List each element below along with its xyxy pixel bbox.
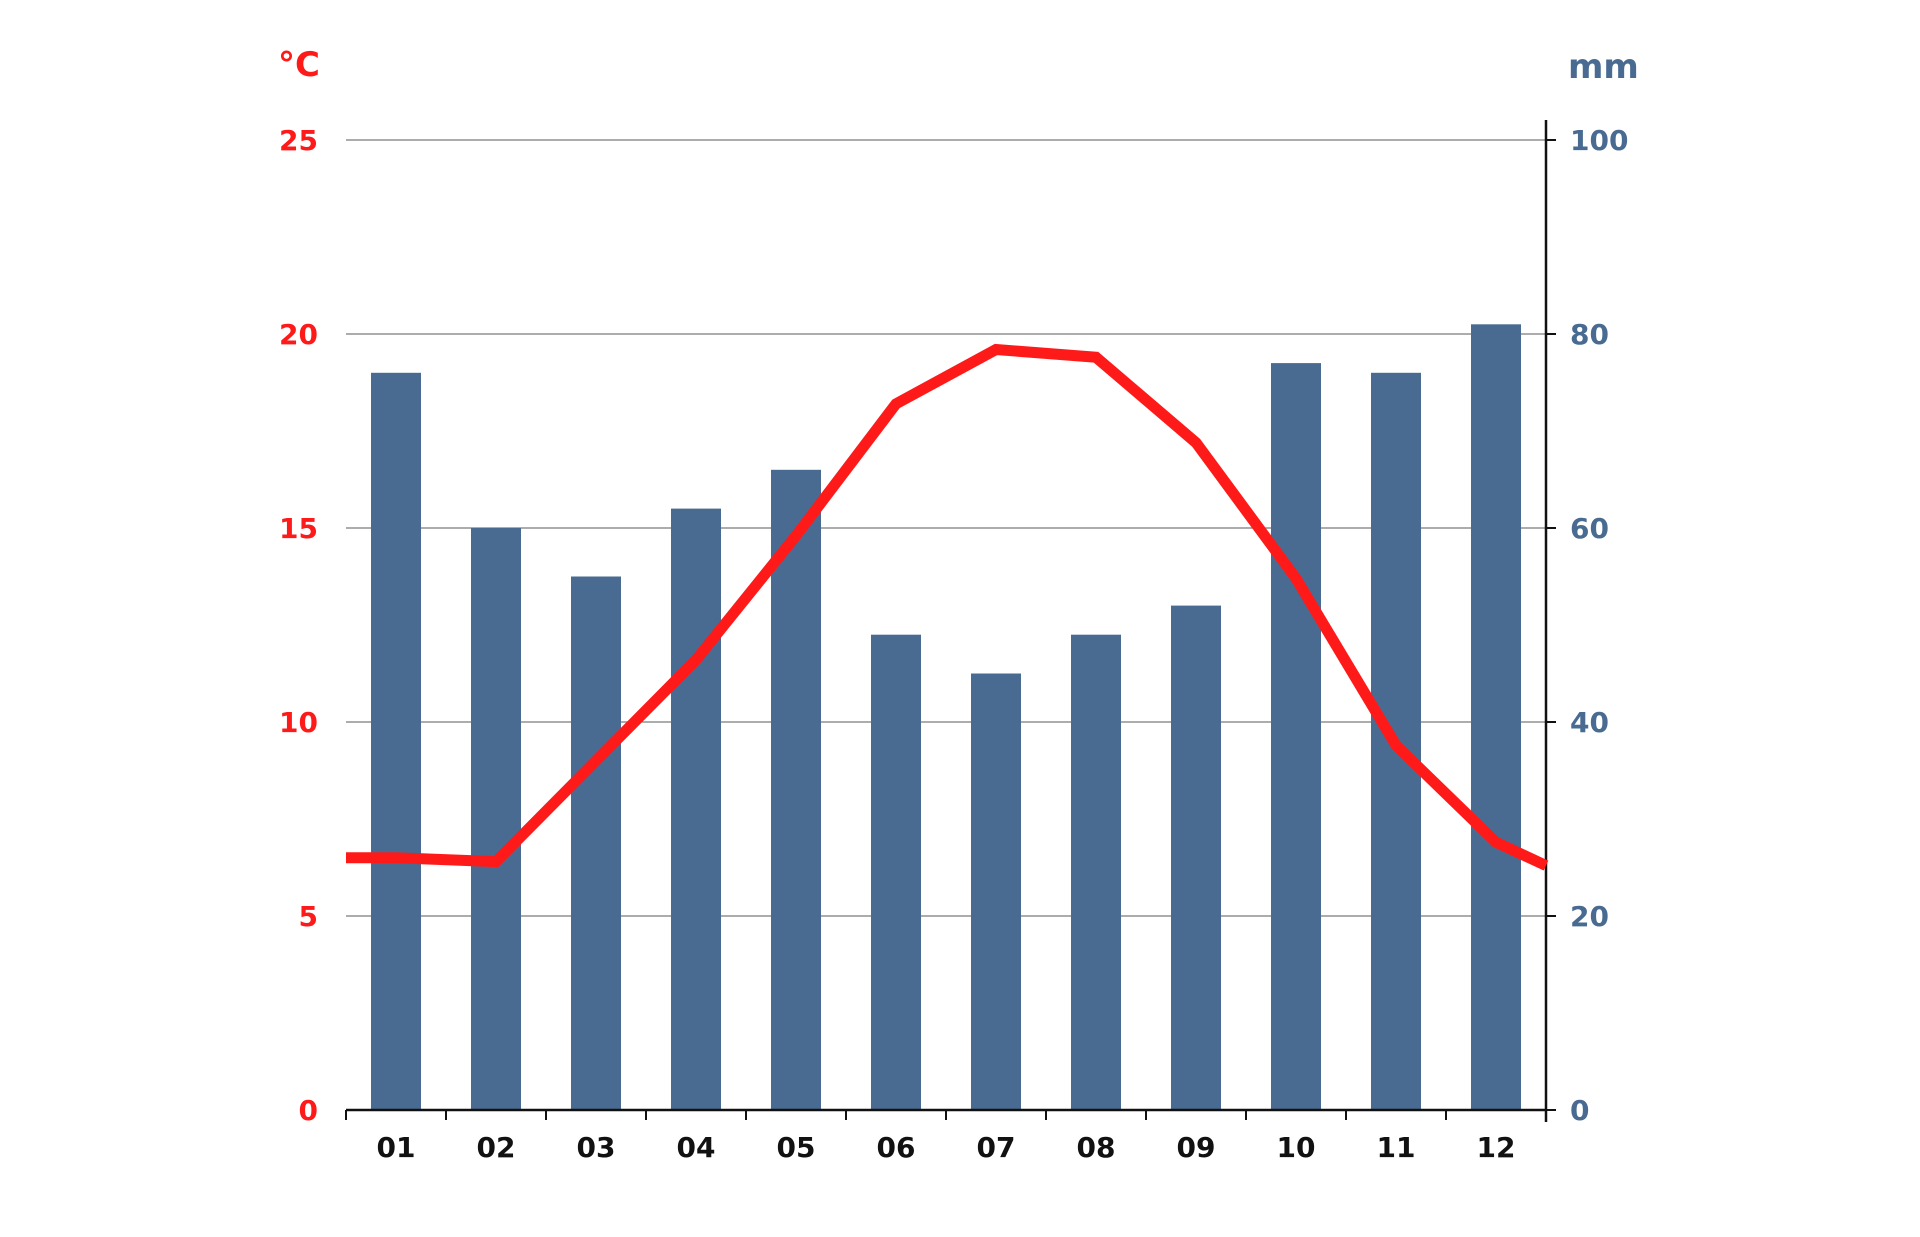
precipitation-bar [1271,363,1321,1111]
precipitation-bar [571,576,621,1110]
left-tick-label: 25 [279,124,318,157]
temperature-line [346,343,1549,871]
month-label: 01 [377,1131,416,1164]
right-tick-label: 0 [1570,1094,1589,1127]
right-tick-label: 80 [1570,318,1609,351]
left-tick-label: 5 [299,900,318,933]
month-label: 10 [1277,1131,1316,1164]
month-label: 11 [1377,1131,1416,1164]
axes [345,120,1556,1122]
precipitation-bar [371,372,421,1110]
month-label: 08 [1077,1131,1116,1164]
month-label: 09 [1177,1131,1216,1164]
precipitation-bar [1471,324,1521,1110]
left-tick-label: 20 [279,318,318,351]
month-label: 04 [677,1131,716,1164]
right-tick-label: 20 [1570,900,1609,933]
month-label: 05 [777,1131,816,1164]
month-label: 02 [477,1131,516,1164]
left-tick-label: 0 [299,1094,318,1127]
left-tick-label: 10 [279,706,318,739]
month-label: 03 [577,1131,616,1164]
gridlines [346,139,1546,917]
left-tick-label: 15 [279,512,318,545]
right-tick-label: 40 [1570,706,1609,739]
right-tick-label: 60 [1570,512,1609,545]
precipitation-bar [471,528,521,1110]
temperature-line-group [346,343,1549,871]
month-label: 07 [977,1131,1016,1164]
precipitation-bar [771,469,821,1110]
precipitation-bar [871,634,921,1110]
right-axis-unit: mm [1568,47,1639,87]
precipitation-bar [971,673,1021,1110]
month-label: 06 [877,1131,916,1164]
month-label: 12 [1477,1131,1516,1164]
precipitation-bar [671,508,721,1111]
left-axis-unit: °C [278,45,320,85]
right-tick-label: 100 [1570,124,1628,157]
precipitation-bar [1071,634,1121,1110]
precipitation-bar [1171,605,1221,1110]
precipitation-bars [371,324,1521,1111]
